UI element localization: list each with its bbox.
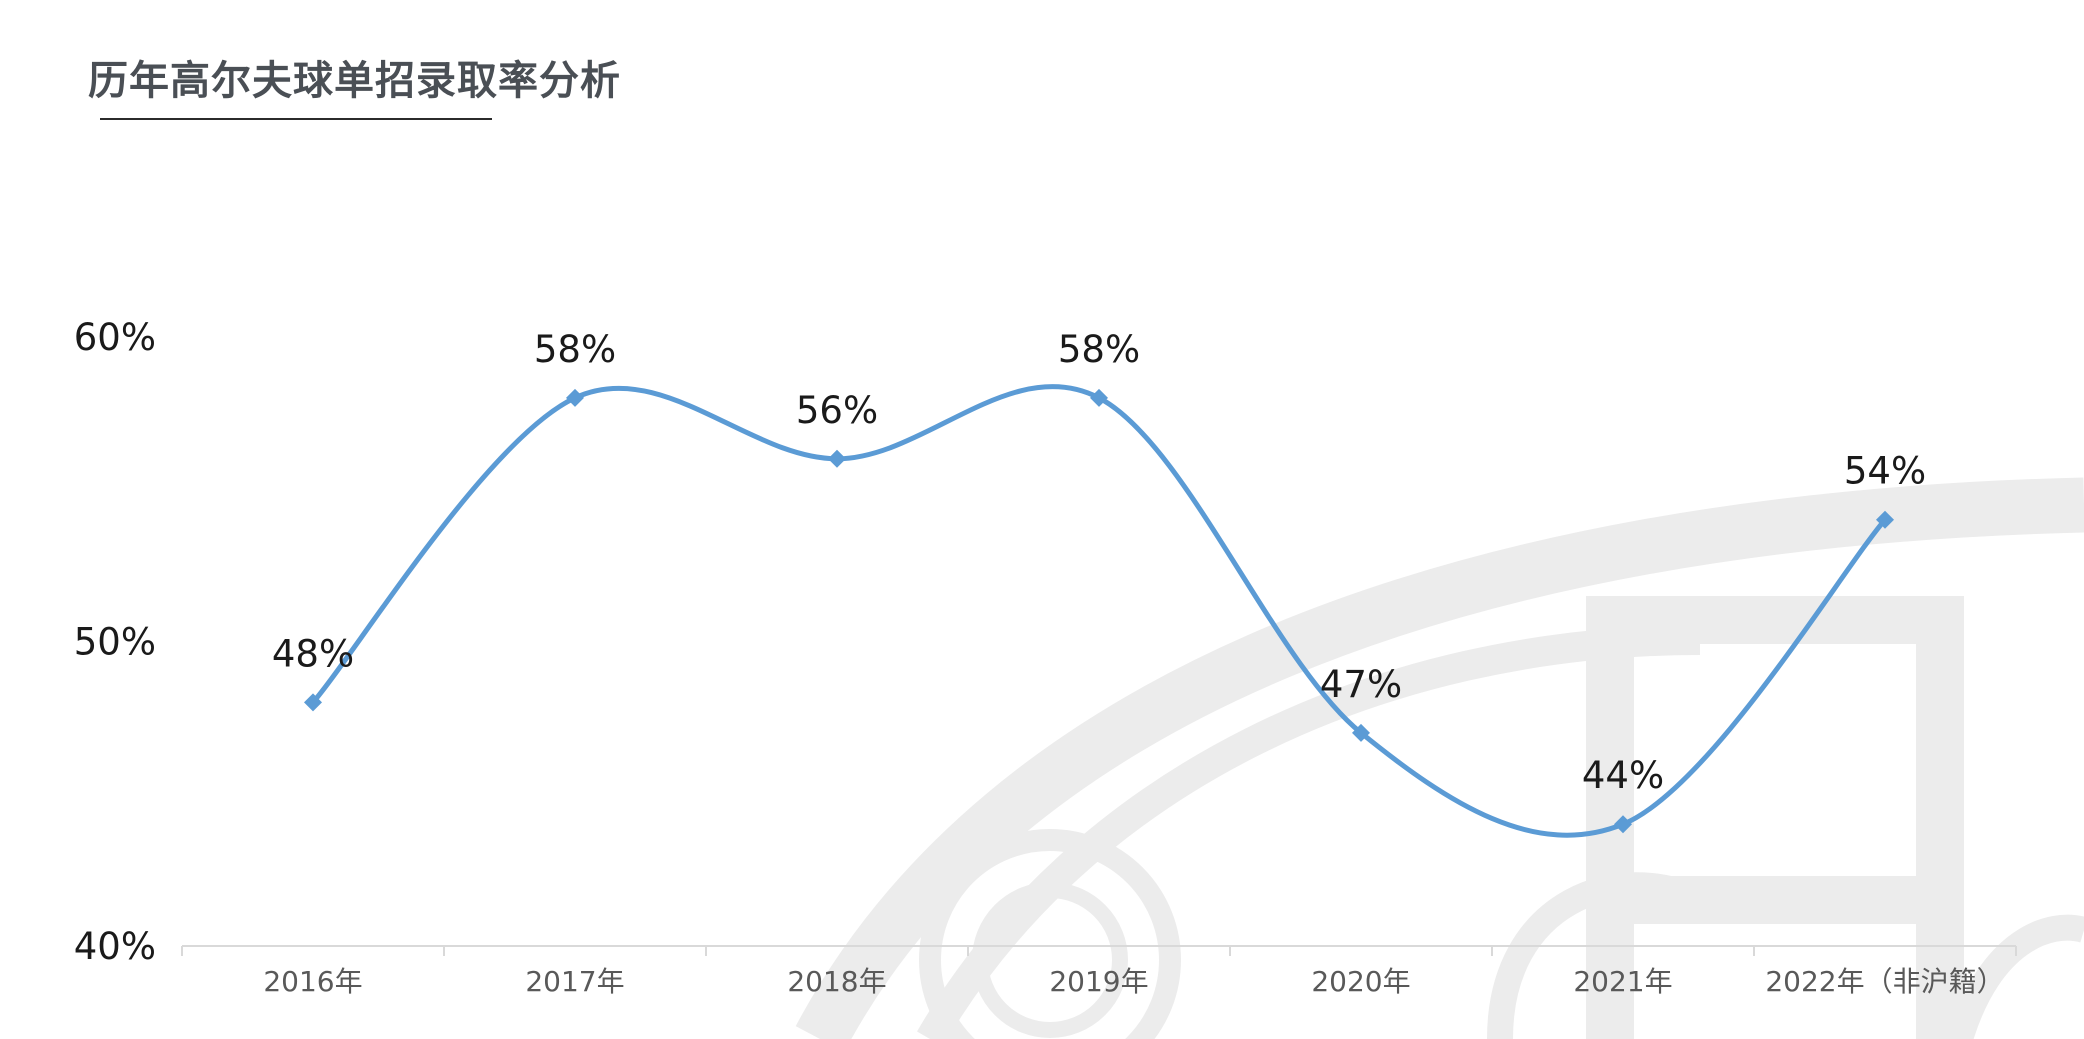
data-point-marker	[1876, 510, 1894, 529]
series-group: 48% 58% 56% 58% 47% 44% 54%	[272, 328, 1926, 838]
data-label: 54%	[1844, 450, 1926, 493]
data-point-marker	[1614, 815, 1632, 834]
data-point-marker	[828, 449, 846, 468]
x-axis	[181, 945, 2017, 956]
data-point-marker	[304, 693, 322, 712]
x-tick-label: 2020年	[1311, 965, 1410, 998]
y-axis: 40% 50% 60%	[74, 316, 156, 968]
data-label: 48%	[272, 632, 354, 675]
data-label: 47%	[1320, 663, 1402, 706]
x-tick-label: 2019年	[1049, 965, 1148, 998]
x-tick-label: 2022年（非沪籍）	[1765, 965, 2004, 998]
y-tick-label: 60%	[74, 316, 156, 359]
data-point-marker	[1352, 723, 1370, 742]
y-tick-label: 50%	[74, 621, 156, 664]
y-tick-label: 40%	[74, 925, 156, 968]
data-point-marker	[566, 388, 584, 407]
data-label: 58%	[534, 328, 616, 371]
x-axis-labels: 2016年 2017年 2018年 2019年 2020年 2021年 2022年（非沪籍）	[263, 965, 2004, 998]
x-tick-label: 2021年	[1573, 965, 1672, 998]
x-tick-label: 2016年	[263, 965, 362, 998]
data-label: 56%	[796, 389, 878, 432]
data-point-marker	[1090, 388, 1108, 407]
data-label: 44%	[1582, 754, 1664, 797]
page-title: 历年高尔夫球单招录取率分析	[88, 58, 621, 104]
x-tick-label: 2017年	[525, 965, 624, 998]
data-label: 58%	[1058, 328, 1140, 371]
x-tick-label: 2018年	[787, 965, 886, 998]
title-underline	[100, 118, 492, 120]
watermark-logo	[795, 477, 2084, 1039]
